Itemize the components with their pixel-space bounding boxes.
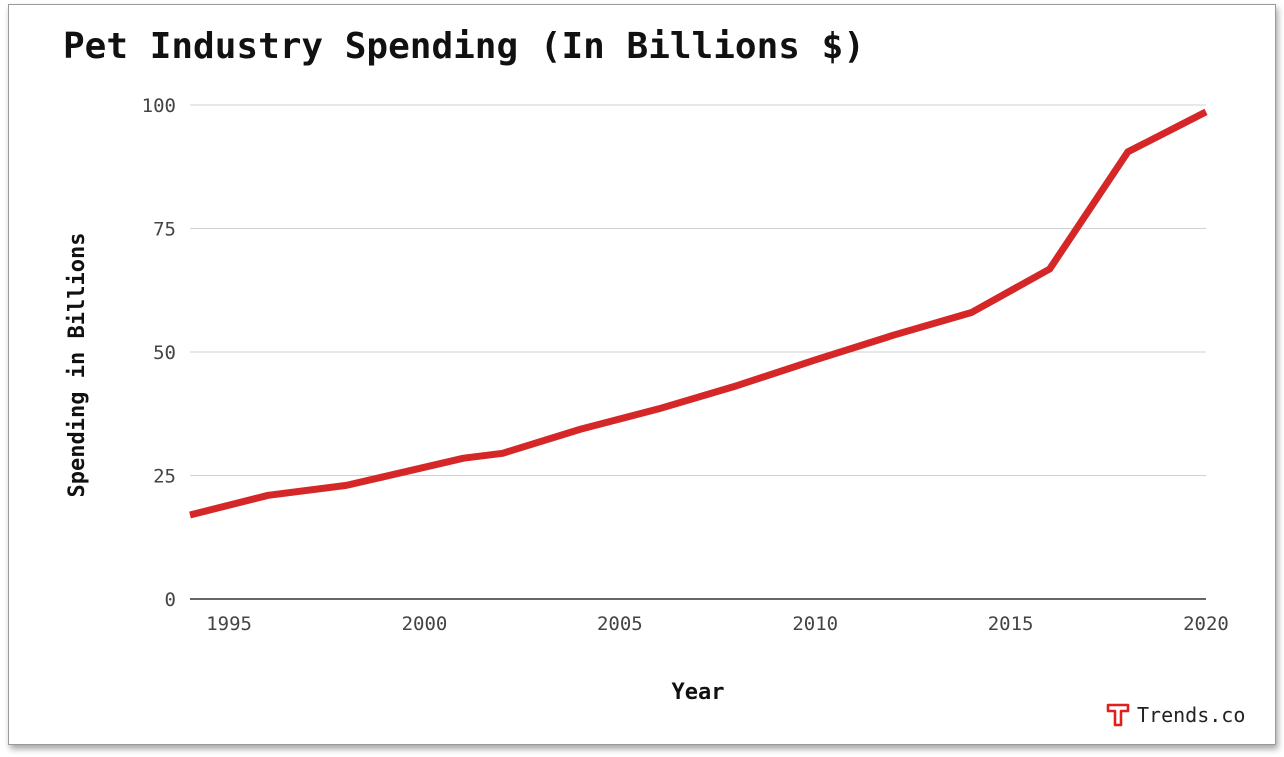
x-tick-label: 2015 — [988, 613, 1034, 635]
series-line — [189, 108, 1208, 519]
x-tick-label: 2000 — [402, 613, 448, 635]
series-layer — [189, 108, 1208, 519]
x-tick-labels: 1995 2000 2005 2010 2015 2020 — [206, 613, 1229, 635]
y-tick-labels: 0 25 50 75 100 — [142, 95, 176, 611]
y-axis-label: Spending in Billions — [65, 233, 90, 498]
x-tick-label: 2005 — [597, 613, 643, 635]
brand-watermark: Trends.co — [1105, 700, 1245, 730]
chart-title: Pet Industry Spending (In Billions $) — [63, 26, 865, 67]
x-tick-label: 2020 — [1183, 613, 1229, 635]
gridlines — [190, 104, 1206, 600]
y-tick-label: 0 — [165, 589, 176, 611]
y-tick-label: 50 — [153, 342, 176, 364]
x-tick-label: 2010 — [792, 613, 838, 635]
y-tick-label: 100 — [142, 95, 176, 117]
x-axis-label: Year — [672, 680, 725, 705]
chart-frame — [8, 4, 1276, 745]
y-tick-label: 25 — [153, 466, 176, 488]
x-tick-label: 1995 — [206, 613, 252, 635]
brand-name: Trends.co — [1137, 703, 1246, 727]
y-tick-label: 75 — [153, 219, 176, 241]
trends-logo-icon — [1106, 703, 1130, 727]
